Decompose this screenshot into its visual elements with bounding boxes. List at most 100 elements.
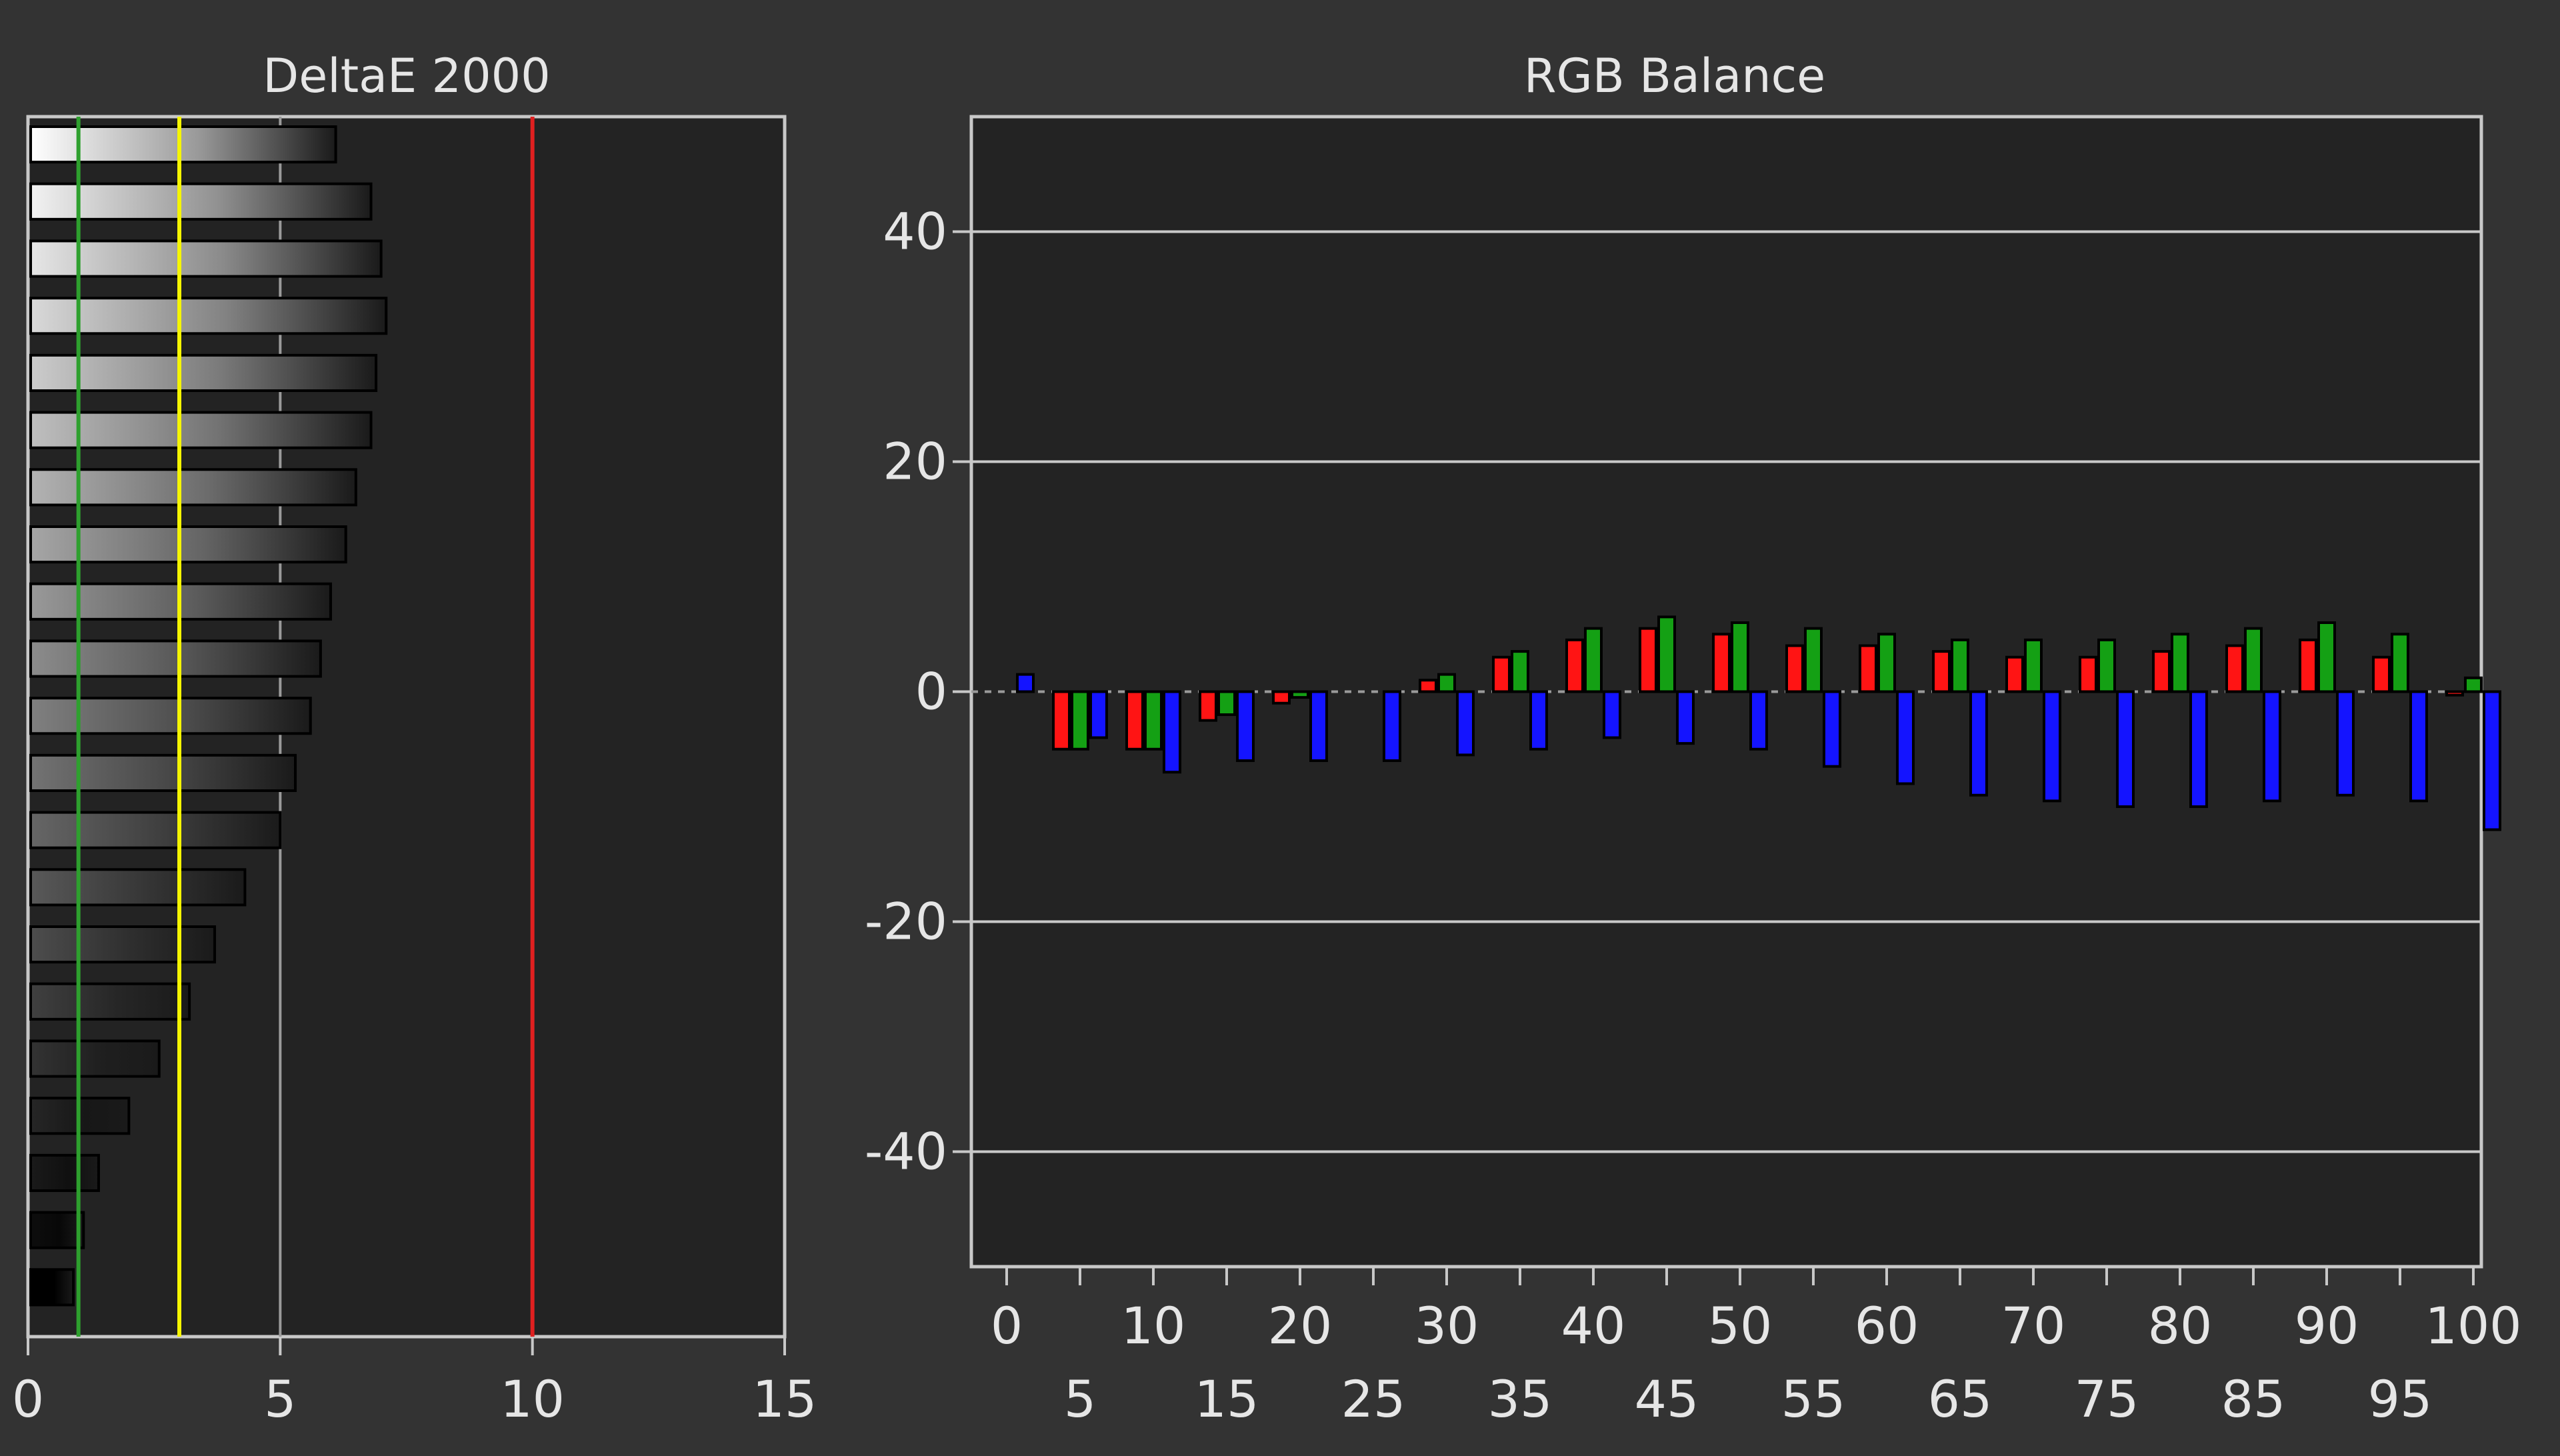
rgb-bar [1163,690,1181,774]
rgb-bar [1639,627,1657,693]
rgb-bar [1456,690,1475,757]
rgb-bar [1932,650,1951,693]
deltae-bar [29,811,282,849]
rgb-bar [2464,676,2483,693]
rgb-bar [2079,655,2097,693]
rgb-x-tick-label-top: 60 [1855,1296,1919,1355]
deltae-bar [29,1039,161,1078]
rgb-bar [1071,690,1089,751]
rgb-bar [1676,690,1695,745]
rgb-bar [1951,638,1969,693]
rgb-panel: RGB Balance 40 20 0 -20 -40 0 10 20 30 40 50 60 70 8… [865,49,2522,1429]
rgb-x-tick-label-top: 30 [1415,1296,1479,1355]
rgb-bar [2299,638,2317,693]
rgb-y-tick-label: 20 [883,432,947,491]
rgb-y-tick-label: -20 [865,892,947,951]
rgb-bar [1511,650,1529,693]
rgb-bar [1529,690,1548,751]
deltae-bar [29,925,216,964]
deltae-bar [29,753,297,793]
rgb-bar [1419,679,1437,693]
rgb-bar [2005,655,2024,693]
rgb-x-tick-label-bottom: 65 [1928,1369,1993,1429]
rgb-bar [1712,633,1731,693]
rgb-bar [1731,621,1749,693]
rgb-bars [1016,615,2501,831]
rgb-x-tick-label-top: 10 [1121,1296,1186,1355]
rgb-bar [2445,690,2464,697]
rgb-x-tick-label-bottom: 5 [1064,1369,1096,1429]
rgb-bar [1859,644,1877,693]
rgb-y-tick-label: -40 [865,1122,947,1181]
deltae-bars [29,117,388,1337]
deltae-bar [29,868,247,907]
rgb-bar [2024,638,2043,693]
rgb-x-tick-label-bottom: 75 [2075,1369,2139,1429]
rgb-bar [1052,690,1071,751]
rgb-bar [2043,690,2061,803]
rgb-bar [2483,690,2501,831]
rgb-x-tick-label-bottom: 35 [1488,1369,1553,1429]
rgb-bar [2372,655,2391,693]
deltae-bar [29,525,347,564]
rgb-x-tick-label-top: 50 [1708,1296,1773,1355]
rgb-bar [2116,690,2135,808]
rgb-bar [1291,690,1309,699]
rgb-bar [1236,690,1255,762]
rgb-bar [1657,615,1676,693]
deltae-bar [29,1153,100,1193]
deltae-panel: DeltaE 2000 0 5 10 15 [12,49,817,1429]
deltae-bar [29,468,357,507]
deltae-x-tick-label: 0 [12,1369,44,1429]
rgb-bar [2171,633,2189,693]
rgb-y-tick-label: 40 [883,202,947,261]
rgb-bar [1383,690,1401,762]
rgb-bar [1896,690,1915,785]
rgb-x-tick-label-bottom: 95 [2368,1369,2433,1429]
rgb-x-tick-label-top: 40 [1561,1296,1626,1355]
rgb-bar [2263,690,2281,803]
rgb-x-tick-label-bottom: 85 [2221,1369,2286,1429]
rgb-x-tick-label-bottom: 45 [1635,1369,1699,1429]
deltae-x-tick-label: 5 [264,1369,296,1429]
rgb-bar [1144,690,1163,751]
deltae-bar [29,639,322,678]
rgb-bar [1584,627,1603,693]
rgb-title: RGB Balance [1524,49,1825,103]
rgb-bar [2189,690,2208,808]
rgb-bar [1272,690,1291,705]
rgb-bar [2409,690,2428,803]
rgb-bar [1749,690,1768,751]
rgb-bar [1877,633,1896,693]
deltae-x-tick-label: 10 [500,1369,565,1429]
deltae-bar [29,125,337,164]
rgb-bar [1199,690,1217,722]
rgb-bar [1437,673,1456,693]
rgb-bar [1016,673,1035,693]
deltae-bar [29,411,373,449]
rgb-bar [1217,690,1236,716]
rgb-bar [2391,633,2409,693]
rgb-bar [2152,650,2171,693]
rgb-x-tick-label-bottom: 55 [1781,1369,1846,1429]
rgb-x-tick-label-bottom: 15 [1195,1369,1259,1429]
deltae-x-axis: 0 5 10 15 [12,1337,817,1429]
rgb-bar [1603,690,1621,739]
rgb-bar [1309,690,1328,762]
rgb-x-tick-label-bottom: 25 [1341,1369,1406,1429]
deltae-bar [29,982,191,1021]
deltae-bar [29,297,388,335]
rgb-bar [1804,627,1823,693]
rgb-y-axis: 40 20 0 -20 -40 [865,202,971,1181]
rgb-x-tick-label-top: 80 [2148,1296,2213,1355]
rgb-bar [1089,690,1108,739]
rgb-bar [1823,690,1841,768]
rgb-bar [1969,690,1988,797]
deltae-bar [29,1268,75,1307]
rgb-bar [2317,621,2336,693]
rgb-bar [1492,655,1511,693]
rgb-x-tick-label-top: 0 [991,1296,1023,1355]
rgb-x-tick-label-top: 90 [2295,1296,2359,1355]
rgb-y-tick-label: 0 [915,662,947,721]
